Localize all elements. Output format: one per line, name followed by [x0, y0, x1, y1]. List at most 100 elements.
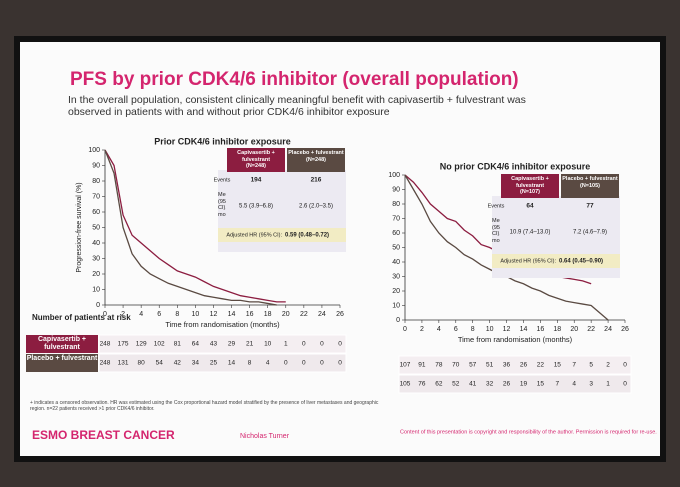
at-risk-count: 52 — [452, 381, 460, 388]
summary-arm-name: Placebo + fulvestrant — [288, 150, 344, 156]
x-tick-label: 18 — [264, 311, 272, 318]
at-risk-count: 81 — [174, 341, 182, 348]
x-tick-label: 12 — [210, 311, 218, 318]
at-risk-count: 7 — [555, 381, 559, 388]
x-tick-label: 2 — [121, 311, 125, 318]
at-risk-count: 131 — [118, 360, 129, 367]
at-risk-count: 2 — [606, 362, 610, 369]
y-tick-label: 0 — [396, 317, 400, 324]
summary-header — [287, 148, 345, 172]
summary-header-box: Capivasertib + fulvestrant(N=248) — [237, 150, 275, 169]
summary-hr-label: Adjusted HR (95% CI): — [500, 258, 556, 264]
summary-median: 2.6 (2.0–3.5) — [299, 204, 333, 210]
x-tick-label: 16 — [536, 326, 544, 333]
at-risk-row — [398, 355, 632, 375]
km-curve — [104, 149, 286, 303]
at-risk-count: 129 — [136, 341, 147, 348]
at-risk-count: 175 — [118, 341, 129, 348]
y-tick-label: 100 — [388, 172, 400, 179]
at-risk-count: 248 — [100, 360, 111, 367]
y-tick-label: 80 — [92, 178, 100, 185]
at-risk-count: 26 — [503, 381, 511, 388]
at-risk-count: 0 — [320, 341, 324, 348]
summary-arm-n: (N=105) — [579, 182, 601, 189]
x-tick-label: 12 — [503, 326, 511, 333]
summary-events-label: Events — [488, 203, 505, 209]
y-tick-label: 10 — [92, 286, 100, 293]
at-risk-count: 107 — [400, 362, 411, 369]
x-tick-label: 8 — [175, 311, 179, 318]
copyright: Content of this presentation is copyrigh… — [400, 429, 657, 435]
x-tick-label: 22 — [300, 311, 308, 318]
at-risk-count: 4 — [266, 360, 270, 367]
at-risk-count: 10 — [264, 341, 272, 348]
x-axis-label: Time from randomisation (months) — [458, 335, 573, 344]
summary-arm-name: Capivasertib + fulvestrant — [511, 176, 549, 189]
x-tick-label: 2 — [420, 326, 424, 333]
summary-median-label: Median (95% CI), months — [492, 218, 500, 244]
x-tick-label: 0 — [403, 326, 407, 333]
at-risk-count: 0 — [338, 341, 342, 348]
at-risk-count: 91 — [418, 362, 426, 369]
at-risk-count: 76 — [418, 381, 426, 388]
summary-header-box: Capivasertib + fulvestrant(N=107) — [511, 176, 549, 195]
summary-median: 10.9 (7.4–13.0) — [510, 230, 551, 236]
summary-hr: 0.59 (0.48–0.72) — [285, 233, 329, 239]
summary-header-box: Placebo + fulvestrant(N=105) — [562, 176, 617, 189]
summary-hr-band — [218, 228, 346, 242]
at-risk-count: 19 — [520, 381, 528, 388]
presenter: Nicholas Turner — [240, 433, 290, 440]
y-tick-label: 60 — [92, 209, 100, 216]
x-tick-label: 22 — [587, 326, 595, 333]
at-risk-count: 41 — [469, 381, 477, 388]
at-risk-count: 21 — [246, 341, 254, 348]
km-curve — [104, 149, 277, 306]
at-risk-count: 78 — [435, 362, 443, 369]
at-risk-count: 70 — [452, 362, 460, 369]
chart-title: Prior CDK4/6 inhibitor exposure — [154, 136, 291, 146]
at-risk-arm-name: Placebo + fulvestrant — [26, 355, 98, 362]
summary-events: 216 — [311, 177, 322, 184]
at-risk-count: 29 — [228, 341, 236, 348]
x-tick-label: 10 — [191, 311, 199, 318]
at-risk-arm-cell — [26, 354, 98, 372]
at-risk-count: 62 — [435, 381, 443, 388]
subtitle: In the overall population, consistent cl… — [68, 94, 526, 118]
at-risk-row — [98, 353, 347, 373]
at-risk-count: 0 — [623, 381, 627, 388]
at-risk-count: 105 — [400, 381, 411, 388]
subtitle-box: In the overall population, consistent cl… — [68, 94, 526, 118]
at-risk-count: 80 — [138, 360, 146, 367]
summary-arm-n: (N=107) — [519, 189, 541, 195]
at-risk-row — [398, 374, 632, 394]
summary-arm-n: (N=248) — [245, 163, 267, 169]
x-tick-label: 26 — [336, 311, 344, 318]
y-tick-label: 90 — [92, 162, 100, 169]
footnote-box: + indicates a censored observation. HR w… — [30, 400, 378, 412]
x-tick-label: 14 — [228, 311, 236, 318]
at-risk-arm-box: Capivasertib + fulvestrant — [38, 336, 86, 351]
x-tick-label: 20 — [570, 326, 578, 333]
at-risk-count: 36 — [503, 362, 511, 369]
at-risk-count: 54 — [156, 360, 164, 367]
x-tick-label: 20 — [282, 311, 290, 318]
x-tick-label: 6 — [157, 311, 161, 318]
y-tick-label: 70 — [92, 193, 100, 200]
at-risk-count: 57 — [469, 362, 477, 369]
summary-header — [561, 174, 619, 198]
y-axis-label: Progression-free survival (%) — [76, 182, 83, 272]
x-tick-label: 26 — [621, 326, 629, 333]
y-tick-label: 20 — [92, 271, 100, 278]
x-tick-label: 10 — [486, 326, 494, 333]
summary-hr-band — [492, 254, 620, 268]
x-tick-label: 18 — [553, 326, 561, 333]
at-risk-count: 42 — [174, 360, 182, 367]
at-risk-count: 0 — [302, 360, 306, 367]
x-tick-label: 14 — [520, 326, 528, 333]
at-risk-count: 1 — [284, 341, 288, 348]
y-tick-label: 100 — [88, 147, 100, 154]
y-tick-label: 40 — [92, 240, 100, 247]
summary-events-label: Events — [214, 177, 231, 183]
